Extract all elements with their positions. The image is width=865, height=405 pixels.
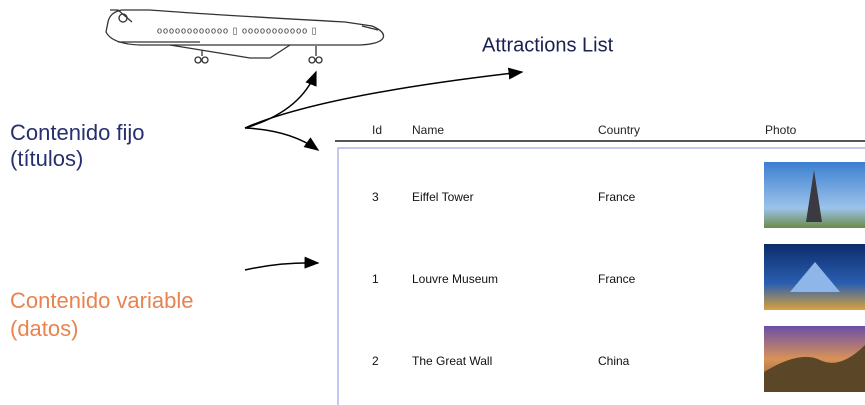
airplane-icon: oooooooooooo ▯ ooooooooooo ▯ [105, 9, 385, 64]
table-cell: Eiffel Tower [412, 190, 474, 204]
table-cell: 3 [372, 190, 379, 204]
photo-detail [764, 345, 865, 392]
table-cell: France [598, 272, 636, 286]
photo-detail [790, 262, 840, 292]
label-variable: (datos) [10, 316, 78, 341]
table-cell: 1 [372, 272, 379, 286]
table-cell: Louvre Museum [412, 272, 498, 286]
label-variable: Contenido variable [10, 288, 193, 313]
table-cell: The Great Wall [412, 354, 492, 368]
svg-text:oooooooooooo ▯ ooooooooooo ▯: oooooooooooo ▯ ooooooooooo ▯ [157, 25, 318, 35]
table-cell: France [598, 190, 636, 204]
column-header: Photo [765, 123, 797, 137]
column-header: Country [598, 123, 640, 137]
table-rows: 3 Eiffel Tower France 1 Louvre Museum France 2… [372, 190, 636, 368]
table-cell: 2 [372, 354, 379, 368]
label-fixed: (títulos) [10, 146, 83, 171]
report-title: Attractions List [482, 34, 614, 56]
arrows [244, 67, 524, 271]
table-cell: China [598, 354, 630, 368]
photo-detail [806, 170, 822, 222]
column-header: Name [412, 123, 444, 137]
label-fixed: Contenido fijo [10, 120, 145, 145]
column-header: Id [372, 123, 382, 137]
detail-band [337, 147, 865, 405]
